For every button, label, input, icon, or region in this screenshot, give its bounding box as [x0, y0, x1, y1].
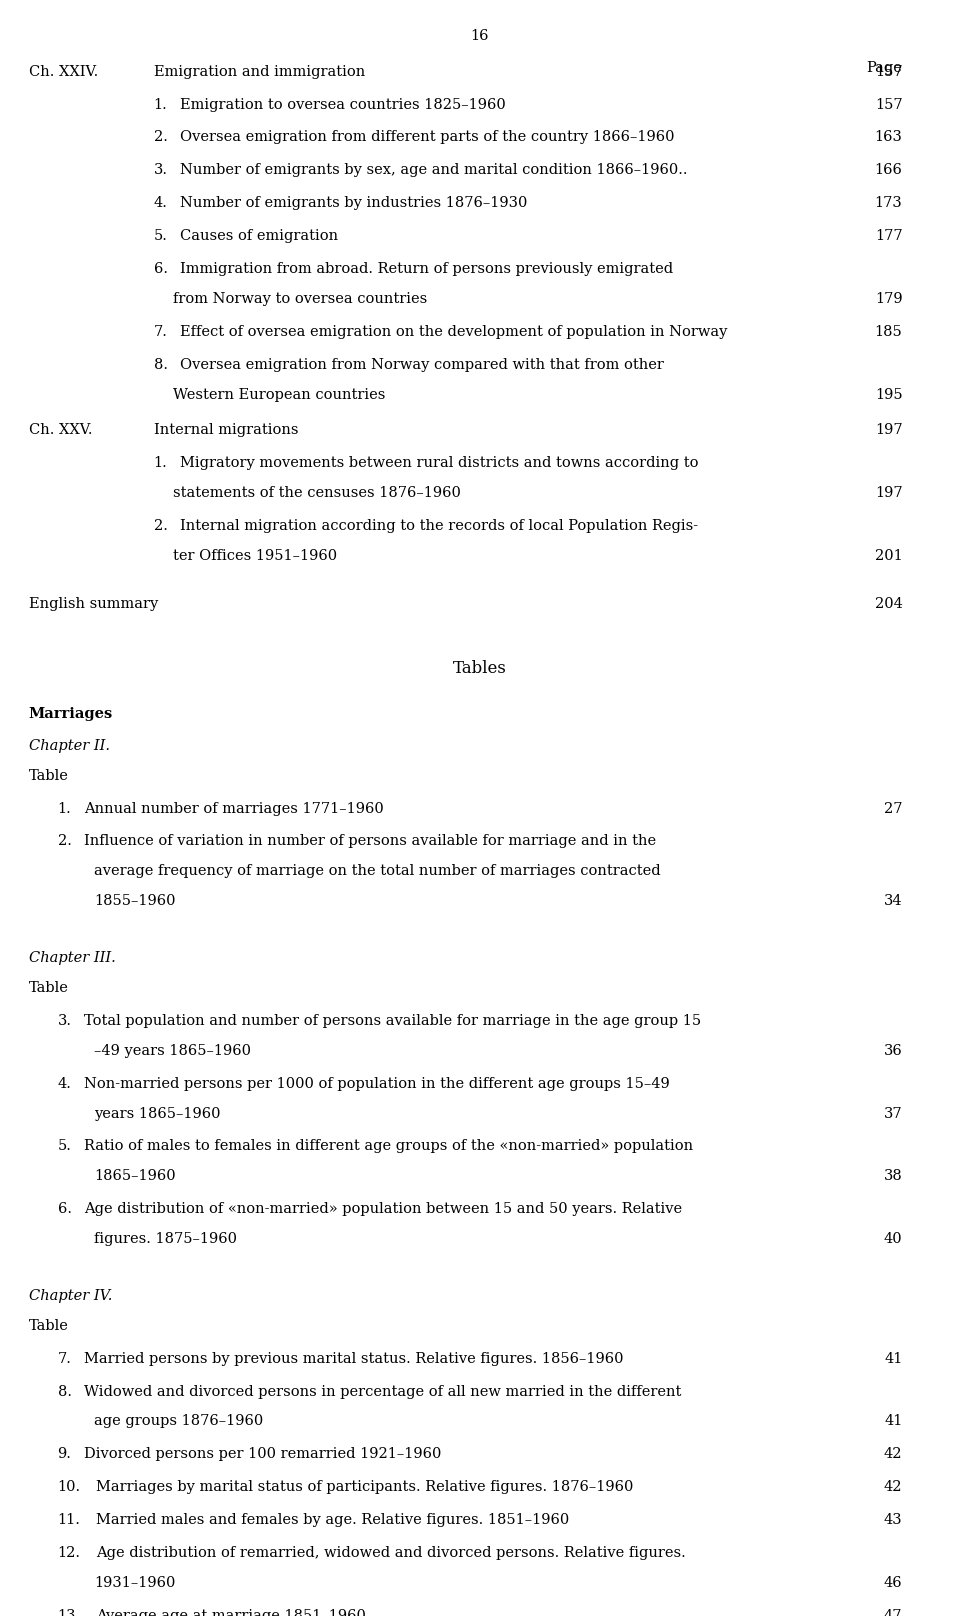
Text: 43: 43 — [884, 1513, 902, 1527]
Text: 1.: 1. — [154, 456, 167, 470]
Text: 47: 47 — [884, 1610, 902, 1616]
Text: Table: Table — [29, 981, 69, 995]
Text: 179: 179 — [875, 292, 902, 305]
Text: 1855–1960: 1855–1960 — [94, 894, 176, 908]
Text: 13.: 13. — [58, 1610, 81, 1616]
Text: 9.: 9. — [58, 1448, 71, 1461]
Text: 37: 37 — [884, 1107, 902, 1120]
Text: 157: 157 — [875, 65, 902, 79]
Text: 27: 27 — [884, 802, 902, 816]
Text: Age distribution of remarried, widowed and divorced persons. Relative figures.: Age distribution of remarried, widowed a… — [96, 1547, 685, 1559]
Text: 6.: 6. — [58, 1202, 72, 1217]
Text: English summary: English summary — [29, 596, 158, 611]
Text: Chapter II.: Chapter II. — [29, 739, 109, 753]
Text: Effect of oversea emigration on the development of population in Norway: Effect of oversea emigration on the deve… — [180, 325, 728, 339]
Text: Widowed and divorced persons in percentage of all new married in the different: Widowed and divorced persons in percenta… — [84, 1385, 682, 1398]
Text: –49 years 1865–1960: –49 years 1865–1960 — [94, 1044, 252, 1058]
Text: 10.: 10. — [58, 1480, 81, 1495]
Text: 197: 197 — [875, 486, 902, 501]
Text: 157: 157 — [875, 97, 902, 112]
Text: 7.: 7. — [154, 325, 167, 339]
Text: 204: 204 — [875, 596, 902, 611]
Text: 38: 38 — [883, 1170, 902, 1183]
Text: Non-married persons per 1000 of population in the different age groups 15–49: Non-married persons per 1000 of populati… — [84, 1076, 670, 1091]
Text: 16: 16 — [470, 29, 490, 44]
Text: 163: 163 — [875, 131, 902, 144]
Text: Married males and females by age. Relative figures. 1851–1960: Married males and females by age. Relati… — [96, 1513, 569, 1527]
Text: Chapter III.: Chapter III. — [29, 952, 115, 965]
Text: 41: 41 — [884, 1414, 902, 1429]
Text: 11.: 11. — [58, 1513, 81, 1527]
Text: Marriages: Marriages — [29, 708, 113, 721]
Text: 4.: 4. — [154, 196, 167, 210]
Text: 1931–1960: 1931–1960 — [94, 1576, 176, 1590]
Text: 2.: 2. — [154, 519, 167, 533]
Text: Number of emigrants by industries 1876–1930: Number of emigrants by industries 1876–1… — [180, 196, 528, 210]
Text: Divorced persons per 100 remarried 1921–1960: Divorced persons per 100 remarried 1921–… — [84, 1448, 442, 1461]
Text: Table: Table — [29, 769, 69, 782]
Text: Page: Page — [867, 61, 902, 76]
Text: 8.: 8. — [154, 357, 168, 372]
Text: Average age at marriage 1851–1960: Average age at marriage 1851–1960 — [96, 1610, 366, 1616]
Text: 2.: 2. — [58, 834, 71, 848]
Text: years 1865–1960: years 1865–1960 — [94, 1107, 221, 1120]
Text: 40: 40 — [884, 1231, 902, 1246]
Text: Ch. XXIV.: Ch. XXIV. — [29, 65, 98, 79]
Text: Emigration and immigration: Emigration and immigration — [154, 65, 365, 79]
Text: 34: 34 — [884, 894, 902, 908]
Text: Western European countries: Western European countries — [173, 388, 385, 401]
Text: 173: 173 — [875, 196, 902, 210]
Text: 1.: 1. — [58, 802, 71, 816]
Text: Marriages by marital status of participants. Relative figures. 1876–1960: Marriages by marital status of participa… — [96, 1480, 634, 1495]
Text: Emigration to oversea countries 1825–1960: Emigration to oversea countries 1825–196… — [180, 97, 506, 112]
Text: 197: 197 — [875, 423, 902, 438]
Text: Ratio of males to females in different age groups of the «non-married» populatio: Ratio of males to females in different a… — [84, 1139, 694, 1154]
Text: 185: 185 — [875, 325, 902, 339]
Text: figures. 1875–1960: figures. 1875–1960 — [94, 1231, 237, 1246]
Text: Married persons by previous marital status. Relative figures. 1856–1960: Married persons by previous marital stat… — [84, 1351, 624, 1366]
Text: 41: 41 — [884, 1351, 902, 1366]
Text: Oversea emigration from Norway compared with that from other: Oversea emigration from Norway compared … — [180, 357, 664, 372]
Text: Tables: Tables — [453, 659, 507, 677]
Text: 3.: 3. — [58, 1013, 72, 1028]
Text: 177: 177 — [875, 229, 902, 242]
Text: Total population and number of persons available for marriage in the age group 1: Total population and number of persons a… — [84, 1013, 702, 1028]
Text: 201: 201 — [875, 549, 902, 562]
Text: 42: 42 — [884, 1480, 902, 1495]
Text: 36: 36 — [883, 1044, 902, 1058]
Text: 5.: 5. — [154, 229, 167, 242]
Text: Internal migrations: Internal migrations — [154, 423, 299, 438]
Text: statements of the censuses 1876–1960: statements of the censuses 1876–1960 — [173, 486, 461, 501]
Text: 5.: 5. — [58, 1139, 71, 1154]
Text: 195: 195 — [875, 388, 902, 401]
Text: 2.: 2. — [154, 131, 167, 144]
Text: 7.: 7. — [58, 1351, 71, 1366]
Text: 1.: 1. — [154, 97, 167, 112]
Text: Annual number of marriages 1771–1960: Annual number of marriages 1771–1960 — [84, 802, 384, 816]
Text: 4.: 4. — [58, 1076, 71, 1091]
Text: average frequency of marriage on the total number of marriages contracted: average frequency of marriage on the tot… — [94, 865, 660, 879]
Text: age groups 1876–1960: age groups 1876–1960 — [94, 1414, 263, 1429]
Text: Migratory movements between rural districts and towns according to: Migratory movements between rural distri… — [180, 456, 699, 470]
Text: 12.: 12. — [58, 1547, 81, 1559]
Text: Number of emigrants by sex, age and marital condition 1866–1960..: Number of emigrants by sex, age and mari… — [180, 163, 688, 178]
Text: Ch. XXV.: Ch. XXV. — [29, 423, 92, 438]
Text: Chapter IV.: Chapter IV. — [29, 1290, 112, 1302]
Text: 166: 166 — [875, 163, 902, 178]
Text: 42: 42 — [884, 1448, 902, 1461]
Text: Immigration from abroad. Return of persons previously emigrated: Immigration from abroad. Return of perso… — [180, 262, 674, 276]
Text: Oversea emigration from different parts of the country 1866–1960: Oversea emigration from different parts … — [180, 131, 675, 144]
Text: ter Offices 1951–1960: ter Offices 1951–1960 — [173, 549, 337, 562]
Text: 3.: 3. — [154, 163, 168, 178]
Text: 8.: 8. — [58, 1385, 72, 1398]
Text: from Norway to oversea countries: from Norway to oversea countries — [173, 292, 427, 305]
Text: Age distribution of «non-married» population between 15 and 50 years. Relative: Age distribution of «non-married» popula… — [84, 1202, 683, 1217]
Text: Table: Table — [29, 1319, 69, 1333]
Text: Causes of emigration: Causes of emigration — [180, 229, 339, 242]
Text: 46: 46 — [884, 1576, 902, 1590]
Text: Influence of variation in number of persons available for marriage and in the: Influence of variation in number of pers… — [84, 834, 657, 848]
Text: Internal migration according to the records of local Population Regis-: Internal migration according to the reco… — [180, 519, 699, 533]
Text: 6.: 6. — [154, 262, 168, 276]
Text: 1865–1960: 1865–1960 — [94, 1170, 176, 1183]
